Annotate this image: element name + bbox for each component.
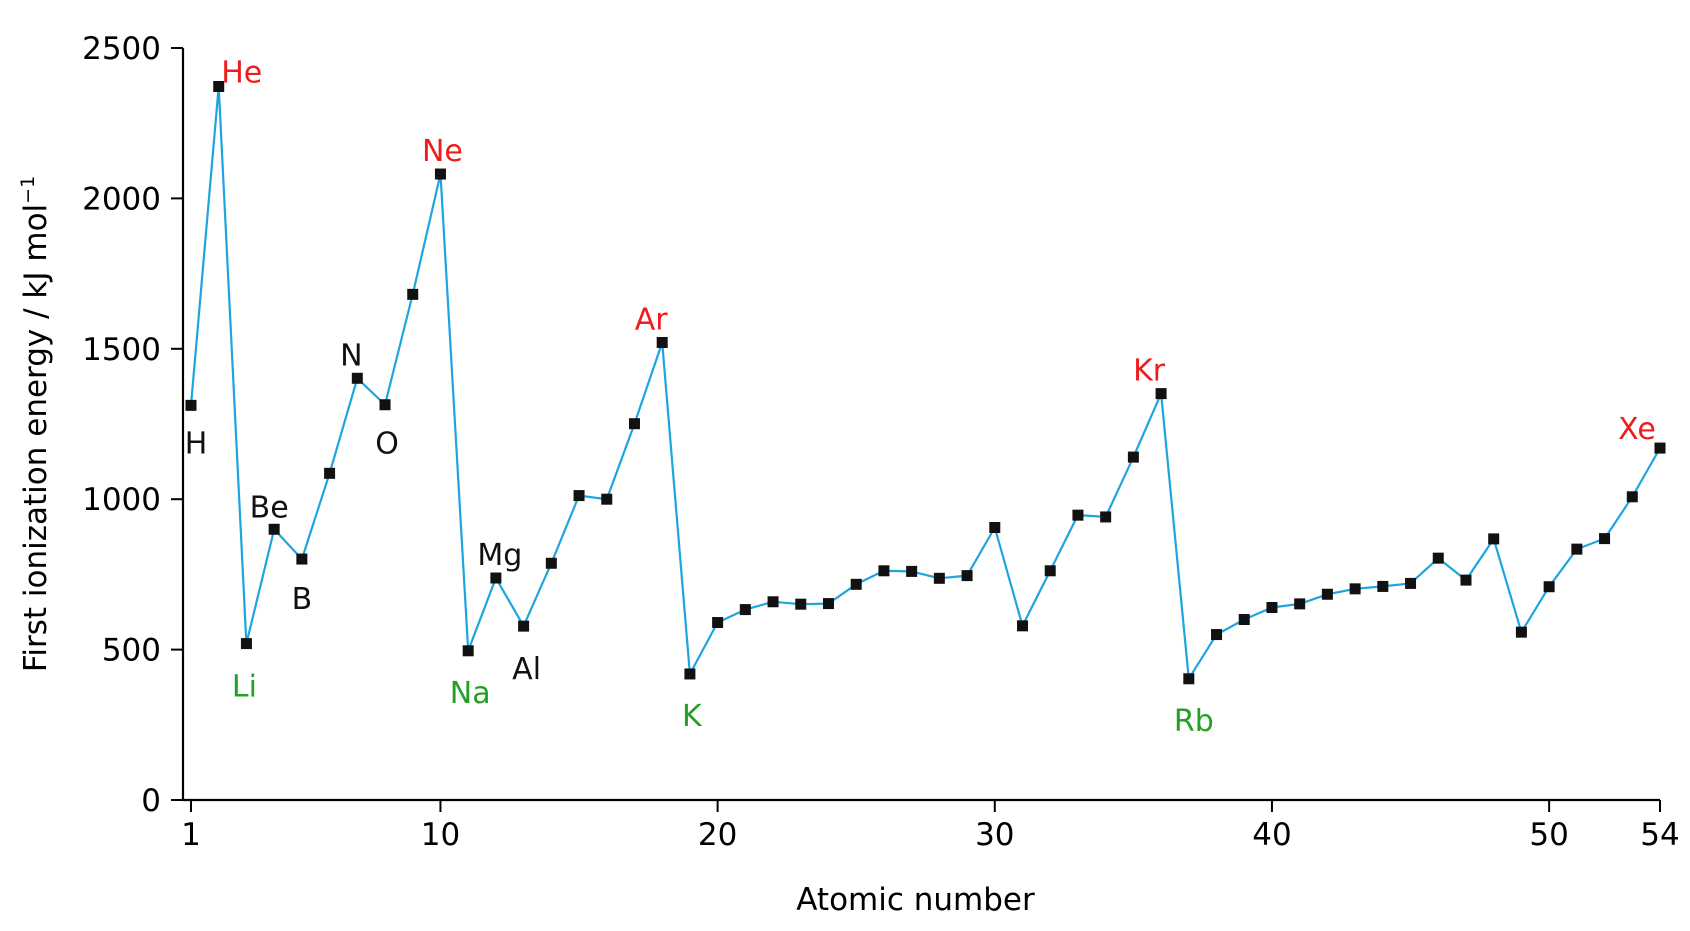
x-tick-label: 10 — [421, 817, 460, 853]
data-point — [1515, 626, 1527, 638]
element-label: Be — [250, 490, 289, 525]
data-point — [1211, 629, 1223, 641]
element-label: He — [221, 56, 262, 91]
data-point — [1238, 614, 1250, 626]
data-point — [1044, 565, 1056, 577]
data-point — [268, 523, 280, 535]
element-label: K — [682, 699, 703, 734]
data-point — [850, 578, 862, 590]
data-point — [628, 418, 640, 430]
data-point — [684, 668, 696, 680]
series-group — [185, 81, 1666, 685]
data-point — [1432, 552, 1444, 564]
element-label: B — [292, 582, 313, 617]
data-point — [1127, 451, 1139, 463]
data-point — [1543, 581, 1555, 593]
x-tick-label: 40 — [1252, 817, 1291, 853]
y-axis-title: First ionization energy / kJ mol−1 — [17, 176, 54, 672]
data-point — [1294, 598, 1306, 610]
y-tick-label: 2500 — [82, 31, 161, 67]
data-point — [1155, 388, 1167, 400]
data-point — [1654, 442, 1666, 454]
data-point — [1377, 580, 1389, 592]
element-label: Ar — [635, 302, 669, 337]
x-tick-label: 50 — [1529, 817, 1568, 853]
data-point — [795, 598, 807, 610]
data-point — [1072, 509, 1084, 521]
element-label: N — [340, 338, 362, 373]
data-point — [1460, 574, 1472, 586]
y-tick-label: 500 — [102, 633, 161, 669]
data-point — [601, 493, 613, 505]
element-label: Na — [450, 676, 491, 711]
data-point — [822, 598, 834, 610]
axes — [181, 48, 1660, 802]
x-tick-label: 1 — [181, 817, 201, 853]
x-tick-label: 54 — [1640, 817, 1679, 853]
data-point — [573, 490, 585, 502]
element-label: O — [375, 427, 399, 462]
data-point — [1599, 533, 1611, 545]
data-point — [1405, 577, 1417, 589]
element-label: Li — [232, 670, 257, 705]
data-point — [1571, 543, 1583, 555]
data-point — [490, 572, 502, 584]
data-point — [767, 596, 779, 608]
data-point — [1626, 491, 1638, 503]
data-point — [213, 81, 225, 93]
x-axis-title: Atomic number — [796, 882, 1035, 918]
data-point — [1488, 533, 1500, 545]
data-point — [545, 557, 557, 569]
data-point — [1321, 588, 1333, 600]
data-point — [185, 399, 197, 411]
x-tick-label: 20 — [698, 817, 737, 853]
data-point — [1349, 583, 1361, 595]
data-point — [518, 620, 530, 632]
data-point — [240, 638, 252, 650]
data-point — [656, 336, 668, 348]
element-label: H — [185, 426, 208, 461]
element-labels: H He Li Be B N O Ne Na Mg Al Ar K Kr Rb Xe — [185, 56, 1656, 739]
element-label: Mg — [477, 538, 522, 573]
data-point — [462, 645, 474, 657]
element-label: Xe — [1618, 412, 1656, 447]
data-point — [878, 565, 890, 577]
data-point — [296, 553, 308, 565]
data-point — [434, 168, 446, 180]
data-point — [989, 521, 1001, 533]
data-point — [1017, 620, 1029, 632]
y-axis-title-main: First ionization energy / kJ mol — [18, 204, 54, 672]
data-point — [324, 467, 336, 479]
data-point — [712, 617, 724, 629]
data-point — [351, 372, 363, 384]
data-point — [407, 288, 419, 300]
data-point — [1100, 511, 1112, 523]
data-point — [739, 604, 751, 616]
element-label: Rb — [1174, 704, 1214, 739]
data-point — [961, 570, 973, 582]
y-tick-label: 1500 — [82, 332, 161, 368]
y-tick-label: 1000 — [82, 482, 161, 518]
x-tick-label: 30 — [975, 817, 1014, 853]
data-point — [379, 399, 391, 411]
x-ticks: 1 10 20 30 40 50 54 — [181, 800, 1680, 853]
y-tick-label: 2000 — [82, 181, 161, 217]
element-label: Al — [512, 652, 541, 687]
data-point — [933, 572, 945, 584]
element-label: Kr — [1133, 354, 1166, 389]
y-ticks: 0 500 1000 1500 2000 2500 — [82, 31, 183, 819]
y-tick-label: 0 — [141, 783, 161, 819]
series-line — [189, 85, 1661, 680]
element-label: Ne — [422, 134, 463, 169]
data-point — [1183, 673, 1195, 685]
data-point — [1266, 601, 1278, 613]
y-axis-title-superscript: −1 — [17, 176, 39, 204]
data-point — [906, 565, 918, 577]
